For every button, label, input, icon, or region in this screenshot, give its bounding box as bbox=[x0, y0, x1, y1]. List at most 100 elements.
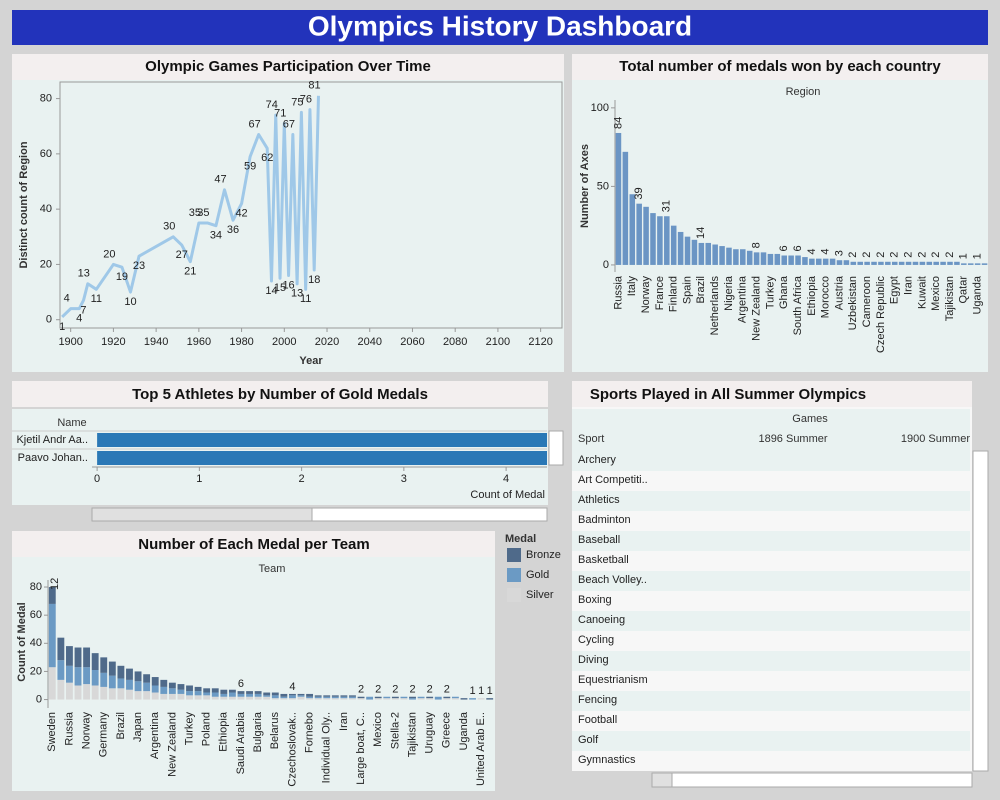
row-label: Fencing bbox=[578, 694, 617, 706]
bar-segment bbox=[246, 696, 253, 700]
bar-segment bbox=[357, 698, 365, 700]
bar-segment bbox=[151, 692, 159, 700]
data-label: 4 bbox=[820, 249, 832, 255]
panel-header bbox=[572, 54, 988, 80]
bar-segment bbox=[314, 695, 322, 697]
bar-segment bbox=[391, 696, 399, 699]
bar-segment bbox=[340, 696, 348, 699]
x-tick-label: Fornebo bbox=[304, 712, 316, 753]
bar bbox=[698, 242, 705, 265]
column-group-header: Games bbox=[792, 413, 828, 425]
bar bbox=[670, 225, 677, 265]
data-label: 2 bbox=[944, 252, 956, 258]
scrollbar[interactable] bbox=[651, 772, 973, 788]
table-row bbox=[572, 471, 970, 491]
data-label: 4 bbox=[806, 249, 818, 255]
x-tick-label: Norway bbox=[640, 276, 652, 314]
column-header: Team bbox=[259, 563, 286, 575]
y-tick-label: Kjetil Andr Aa.. bbox=[16, 434, 88, 446]
x-tick-label: New Zealand bbox=[751, 276, 763, 341]
data-label: 12 bbox=[49, 578, 61, 590]
bar-segment bbox=[297, 693, 305, 696]
bar bbox=[629, 194, 636, 265]
bar-segment bbox=[280, 696, 288, 699]
bar-segment bbox=[168, 688, 176, 694]
data-label: 13 bbox=[291, 288, 303, 300]
x-tick-label: France bbox=[654, 276, 666, 310]
bar-segment bbox=[203, 688, 211, 693]
panel-title: Sports Played in All Summer Olympics bbox=[590, 386, 866, 403]
bar-segment bbox=[220, 693, 228, 697]
total-label: 2 bbox=[444, 684, 450, 696]
bar bbox=[684, 236, 691, 265]
data-label: 23 bbox=[133, 260, 145, 272]
x-tick-label: 4 bbox=[503, 473, 509, 485]
x-tick-label: Individual Oly.. bbox=[321, 712, 333, 783]
x-tick-label: Greece bbox=[441, 712, 453, 748]
y-tick-label: 20 bbox=[40, 258, 52, 270]
x-tick-label: South Africa bbox=[792, 275, 804, 335]
plot-area bbox=[59, 81, 563, 329]
x-tick-label: Brazil bbox=[695, 276, 707, 304]
x-tick-label: Czech Republic bbox=[875, 276, 887, 354]
data-label: 14 bbox=[265, 285, 277, 297]
x-tick-label: Russia bbox=[612, 275, 624, 310]
bar-segment bbox=[263, 692, 271, 696]
bar-segment bbox=[91, 685, 99, 700]
bar-segment bbox=[211, 692, 219, 697]
bar bbox=[912, 261, 919, 265]
bar bbox=[981, 263, 988, 265]
bar-segment bbox=[48, 587, 56, 604]
x-tick-label: Turkey bbox=[764, 276, 776, 310]
x-tick-label: Japan bbox=[132, 712, 144, 742]
row-label: Canoeing bbox=[578, 614, 625, 626]
x-tick-label: Uganda bbox=[458, 711, 470, 750]
legend-swatch bbox=[507, 548, 521, 562]
bar-segment bbox=[186, 691, 193, 696]
bar-segment bbox=[117, 678, 125, 689]
bar-segment bbox=[383, 698, 391, 700]
total-label: 2 bbox=[409, 684, 415, 696]
scroll-thumb[interactable] bbox=[651, 772, 673, 788]
data-label: 6 bbox=[792, 245, 804, 251]
x-tick-label: Finland bbox=[668, 276, 680, 312]
bar-segment bbox=[460, 698, 468, 700]
x-tick-label: Mexico bbox=[930, 276, 942, 311]
title-bar bbox=[12, 10, 988, 45]
scrollbar[interactable] bbox=[548, 430, 564, 466]
bar-segment bbox=[426, 696, 434, 699]
bar-segment bbox=[314, 696, 322, 699]
bar-segment bbox=[203, 692, 211, 696]
scrollbar[interactable] bbox=[972, 450, 989, 772]
bar bbox=[650, 213, 656, 265]
y-tick-label: 20 bbox=[30, 665, 42, 677]
y-tick-label: Paavo Johan.. bbox=[18, 452, 88, 464]
bar-segment bbox=[400, 698, 408, 700]
total-label: 1 bbox=[487, 685, 493, 697]
data-label: 20 bbox=[103, 248, 115, 260]
bar-segment bbox=[289, 693, 296, 696]
bar-segment bbox=[349, 698, 356, 700]
x-tick-label: Nigeria bbox=[723, 275, 735, 311]
x-tick-label: 1980 bbox=[229, 336, 253, 348]
x-tick-label: Germany bbox=[98, 712, 110, 758]
bar-segment bbox=[228, 692, 236, 697]
total-label: 2 bbox=[427, 684, 433, 696]
x-tick-label: Mexico bbox=[372, 712, 384, 747]
data-label: 84 bbox=[612, 117, 624, 129]
y-tick-label: 80 bbox=[40, 92, 52, 104]
bar bbox=[974, 263, 981, 265]
bar-segment bbox=[194, 695, 202, 700]
bar-segment bbox=[228, 689, 236, 693]
row-label: Football bbox=[578, 714, 617, 726]
x-tick-label: Stella-2 bbox=[389, 712, 401, 749]
total-label: 6 bbox=[238, 678, 244, 690]
panel-title: Top 5 Athletes by Number of Gold Medals bbox=[132, 386, 428, 403]
scroll-thumb[interactable] bbox=[91, 507, 313, 522]
bar-segment bbox=[220, 696, 228, 700]
data-label: 11 bbox=[91, 293, 102, 305]
bar-segment bbox=[254, 693, 262, 697]
bar-segment bbox=[323, 698, 331, 700]
bar bbox=[967, 263, 974, 265]
total-label: 1 bbox=[478, 685, 484, 697]
